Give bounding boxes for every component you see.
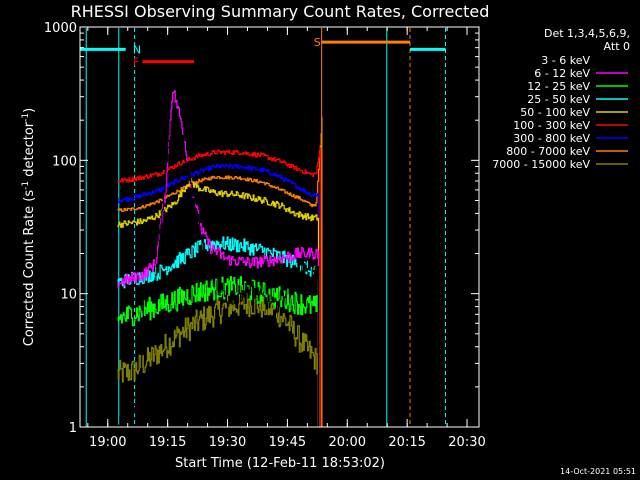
y-axis-label-main: Corrected Count Rate (s [22,190,37,347]
y-axis-label-sup1: -1 [21,181,31,190]
plot-frame [79,26,480,428]
x-tick-label: 20:00 [329,435,366,450]
y-tick-label: 1000 [44,21,77,36]
series-line-800-7000-kev [117,116,323,427]
flag-label-n: N [133,43,141,56]
x-tick-label: 20:30 [448,435,485,450]
y-tick-label: 100 [52,154,77,169]
series-line-3-6-kev [117,109,320,428]
y-axis-ticks: 1 10 100 1000 [44,21,479,436]
y-axis-label: Corrected Count Rate (s-1 detector-1) [21,108,37,346]
flag-label-s: S [314,36,321,49]
y-axis-label-end: ) [22,108,37,113]
series-line-50-100-kev [117,178,320,427]
legend-label: 800 - 7000 keV [506,145,590,158]
y-tick-label: 1 [69,421,77,436]
plot-area: NF S [80,28,446,428]
x-tick-label: 19:45 [269,435,306,450]
chart-title: RHESSI Observing Summary Count Rates, Co… [71,2,490,21]
series-line-300-800-kev [117,163,320,427]
x-tick-label: 19:00 [89,435,126,450]
series-line-7000-15000-kev [117,291,320,427]
flag-label-f: F [133,56,139,69]
y-tick-label: 10 [60,288,77,303]
timestamp: 14-Oct-2021 05:51 [560,467,636,476]
legend-label: 6 - 12 keV [534,67,590,80]
series-line-12-25-kev [117,276,320,427]
legend-label: 3 - 6 keV [541,54,590,67]
x-axis-label: Start Time (12-Feb-11 18:53:02) [175,456,385,471]
legend-label: 7000 - 15000 keV [492,158,590,171]
x-tick-label: 20:15 [388,435,425,450]
legend-label: 300 - 800 keV [513,132,590,145]
y-axis-label-mid: detector [22,121,37,181]
legend-title-line1: Det 1,3,4,5,6,9, [544,27,630,40]
series-line-100-300-kev [117,147,321,427]
legend-label: 50 - 100 keV [520,106,590,119]
legend-label: 25 - 50 keV [527,93,590,106]
series-line-6-12-kev [117,90,320,427]
x-axis-ticks: 19:00 19:15 19:30 19:45 20:00 20:15 20:30 [87,27,486,450]
legend-title-line2: Att 0 [604,40,630,53]
legend-label: 100 - 300 keV [513,119,590,132]
legend-label: 12 - 25 keV [527,80,590,93]
y-axis-label-sup2: -1 [21,113,31,122]
x-tick-label: 19:30 [209,435,246,450]
x-tick-label: 19:15 [149,435,186,450]
